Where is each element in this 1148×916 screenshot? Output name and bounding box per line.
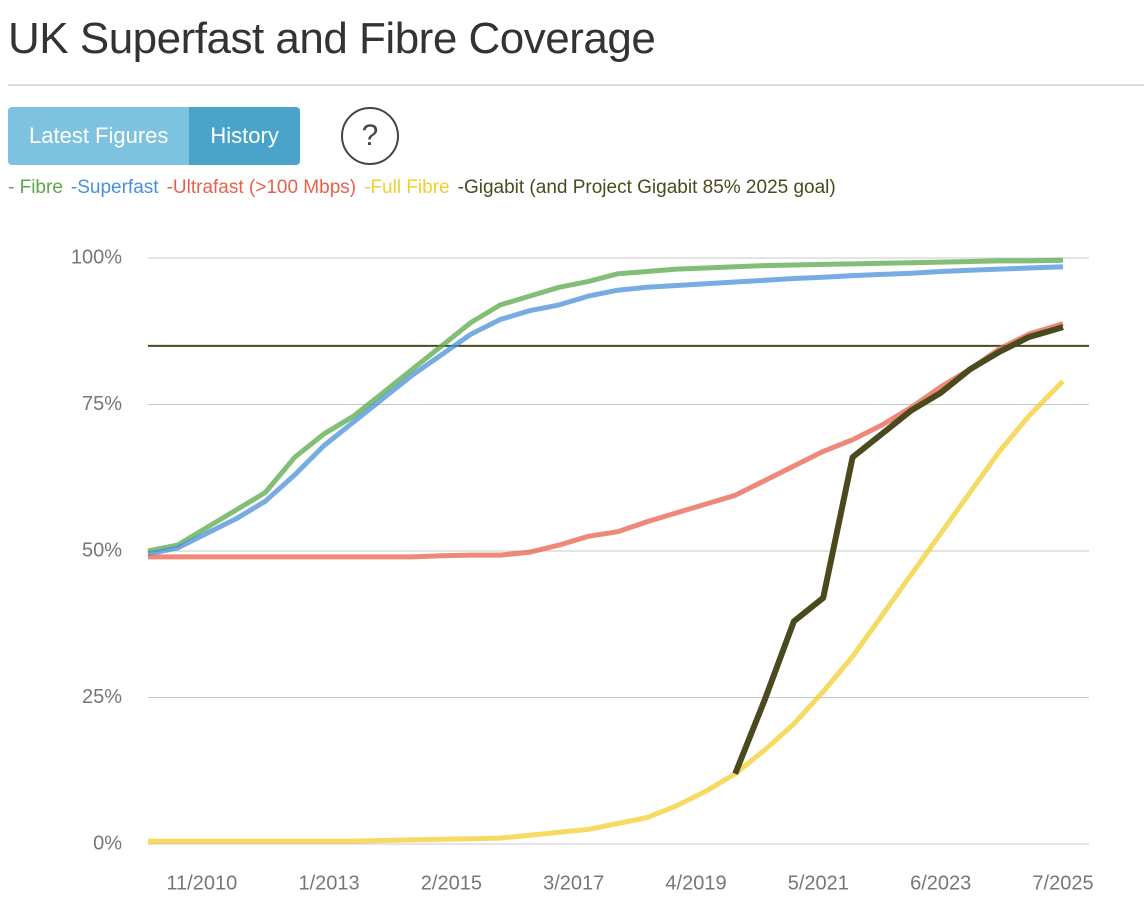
x-tick-label: 3/2017: [543, 872, 604, 894]
y-tick-label: 100%: [71, 246, 122, 268]
x-tick-label: 6/2023: [910, 872, 971, 894]
x-tick-label: 2/2015: [421, 872, 482, 894]
series-line: [147, 257, 1064, 554]
legend-entry: -Gigabit (and Project Gigabit 85% 2025 g…: [457, 177, 836, 198]
y-tick-label: 0%: [93, 832, 122, 854]
divider: [8, 84, 1144, 86]
legend-entry: - Fibre: [8, 177, 63, 198]
x-tick-label: 4/2019: [665, 872, 726, 894]
x-tick-label: 5/2021: [788, 872, 849, 894]
series-line: [148, 379, 1065, 844]
x-tick-label: 7/2025: [1032, 872, 1093, 894]
help-button[interactable]: ?: [341, 107, 399, 165]
legend-entry: -Full Fibre: [364, 177, 450, 198]
legend-entry: -Superfast: [70, 177, 159, 198]
series-line: [147, 264, 1064, 557]
y-tick-label: 75%: [82, 393, 122, 415]
series-line: [732, 324, 1064, 775]
legend: - Fibre -Superfast -Ultrafast (>100 Mbps) -…: [8, 177, 844, 199]
page-title: UK Superfast and Fibre Coverage: [8, 14, 656, 63]
y-tick-label: 25%: [82, 686, 122, 708]
tab-button[interactable]: History: [189, 107, 300, 165]
tab-group: Latest Figures History: [8, 107, 300, 165]
x-tick-label: 1/2013: [298, 872, 359, 894]
legend-entry: -Ultrafast (>100 Mbps): [166, 177, 357, 198]
tab-button[interactable]: Latest Figures: [8, 107, 190, 165]
series-line: [148, 321, 1064, 560]
x-tick-label: 11/2010: [166, 872, 237, 894]
y-tick-label: 50%: [82, 539, 122, 561]
